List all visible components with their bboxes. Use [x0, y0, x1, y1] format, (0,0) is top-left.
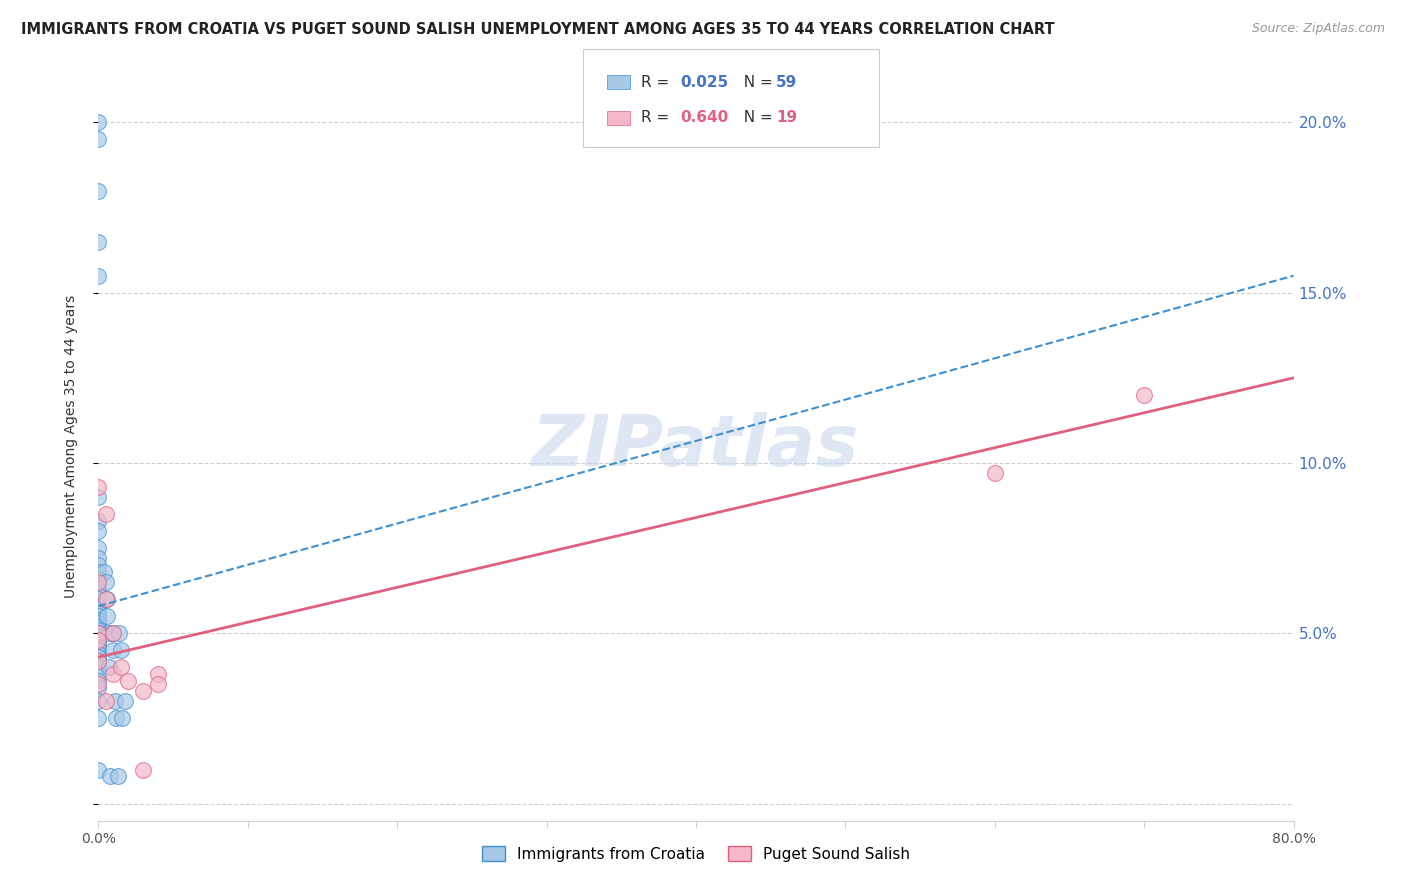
Point — [110, 643, 132, 657]
Point — [87, 660, 110, 674]
Point — [87, 626, 110, 640]
Text: IMMIGRANTS FROM CROATIA VS PUGET SOUND SALISH UNEMPLOYMENT AMONG AGES 35 TO 44 Y: IMMIGRANTS FROM CROATIA VS PUGET SOUND S… — [21, 22, 1054, 37]
Point — [87, 582, 110, 596]
Point — [94, 694, 117, 708]
Point — [103, 626, 125, 640]
Point — [87, 132, 110, 146]
Text: Source: ZipAtlas.com: Source: ZipAtlas.com — [1251, 22, 1385, 36]
Point — [87, 599, 110, 613]
Point — [93, 565, 115, 579]
Point — [87, 640, 110, 654]
Point — [87, 630, 110, 644]
Point — [103, 667, 125, 681]
Point — [87, 609, 110, 624]
Point — [984, 467, 1007, 481]
Point — [87, 572, 110, 586]
Point — [87, 585, 110, 599]
Point — [87, 480, 110, 494]
Text: ZIPatlas: ZIPatlas — [533, 411, 859, 481]
Point — [87, 490, 110, 504]
Point — [94, 507, 117, 521]
Point — [132, 684, 155, 698]
Point — [96, 609, 118, 624]
Point — [87, 626, 110, 640]
Point — [110, 660, 132, 674]
Point — [87, 633, 110, 648]
Point — [87, 575, 110, 590]
Point — [105, 711, 128, 725]
Point — [87, 235, 110, 249]
Point — [87, 654, 110, 668]
Text: 19: 19 — [776, 111, 797, 125]
Point — [98, 769, 122, 783]
Point — [111, 711, 134, 725]
Point — [103, 626, 125, 640]
Point — [87, 633, 110, 648]
Point — [148, 667, 170, 681]
Point — [87, 575, 110, 590]
Point — [132, 763, 155, 777]
Point — [104, 694, 127, 708]
Point — [1133, 388, 1156, 402]
Point — [87, 514, 110, 528]
Point — [87, 677, 110, 691]
Point — [87, 654, 110, 668]
Point — [87, 565, 110, 579]
Point — [94, 575, 117, 590]
Text: R =: R = — [641, 75, 675, 89]
Point — [87, 667, 110, 681]
Point — [87, 681, 110, 695]
Point — [87, 650, 110, 665]
Point — [87, 184, 110, 198]
Text: N =: N = — [734, 111, 778, 125]
Legend: Immigrants from Croatia, Puget Sound Salish: Immigrants from Croatia, Puget Sound Sal… — [474, 838, 918, 869]
Point — [94, 592, 117, 607]
Point — [87, 694, 110, 708]
Point — [87, 602, 110, 616]
Point — [87, 551, 110, 566]
Point — [87, 616, 110, 631]
Point — [87, 763, 110, 777]
Point — [114, 694, 136, 708]
Point — [87, 647, 110, 661]
Point — [108, 626, 131, 640]
Point — [97, 660, 120, 674]
Point — [87, 623, 110, 637]
Point — [87, 524, 110, 538]
Point — [148, 677, 170, 691]
Point — [117, 673, 139, 688]
Point — [87, 541, 110, 556]
Point — [87, 115, 110, 129]
Text: 59: 59 — [776, 75, 797, 89]
Text: 0.640: 0.640 — [681, 111, 728, 125]
Point — [87, 592, 110, 607]
Point — [87, 643, 110, 657]
Text: R =: R = — [641, 111, 675, 125]
Text: N =: N = — [734, 75, 778, 89]
Point — [87, 636, 110, 650]
Text: 0.025: 0.025 — [681, 75, 728, 89]
Point — [87, 558, 110, 573]
Point — [87, 606, 110, 620]
Point — [87, 626, 110, 640]
Point — [107, 769, 129, 783]
Point — [87, 268, 110, 283]
Point — [97, 626, 120, 640]
Point — [96, 592, 118, 607]
Point — [87, 673, 110, 688]
Point — [87, 711, 110, 725]
Point — [87, 613, 110, 627]
Point — [87, 599, 110, 613]
Point — [103, 643, 125, 657]
Y-axis label: Unemployment Among Ages 35 to 44 years: Unemployment Among Ages 35 to 44 years — [63, 294, 77, 598]
Point — [87, 619, 110, 633]
